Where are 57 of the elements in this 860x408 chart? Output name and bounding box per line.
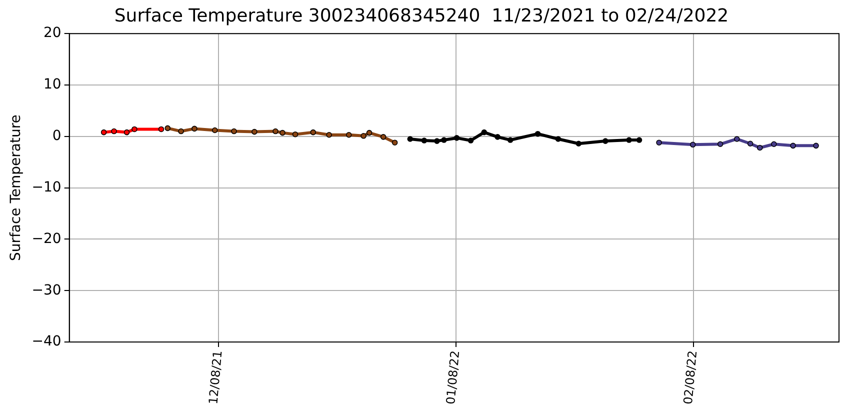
point xyxy=(360,133,366,139)
point xyxy=(626,137,632,143)
y-tick-label: −10 xyxy=(32,179,62,196)
point xyxy=(132,126,138,132)
x-tick-label: 12/08/21 xyxy=(206,350,225,405)
point xyxy=(346,132,352,138)
x-tick-label: 01/08/22 xyxy=(444,350,462,405)
point xyxy=(468,138,474,144)
point xyxy=(158,126,164,132)
y-tick-label: 10 xyxy=(44,76,62,93)
point xyxy=(576,140,582,147)
point xyxy=(481,129,488,136)
point xyxy=(380,134,386,140)
point xyxy=(813,142,819,149)
y-tick-label: −30 xyxy=(32,282,62,298)
point xyxy=(326,132,332,138)
point xyxy=(771,141,777,148)
point xyxy=(734,136,740,142)
point xyxy=(252,128,258,135)
point xyxy=(434,138,440,144)
point xyxy=(178,128,184,134)
point xyxy=(507,137,514,143)
point xyxy=(100,129,107,136)
point xyxy=(164,125,171,132)
point xyxy=(421,138,428,144)
point xyxy=(310,129,316,136)
point xyxy=(690,142,696,148)
point xyxy=(292,131,298,138)
point xyxy=(392,140,398,146)
point xyxy=(602,138,608,144)
point xyxy=(790,142,796,149)
y-tick-label: −40 xyxy=(32,334,62,350)
point xyxy=(272,128,278,134)
point xyxy=(441,137,447,143)
y-tick-label: −20 xyxy=(32,230,62,247)
point xyxy=(747,140,754,147)
point xyxy=(494,134,500,140)
point xyxy=(231,128,237,134)
chart-title: Surface Temperature 300234068345240 11/23/2021 to 02/24/2022 xyxy=(114,5,729,26)
y-axis-title: Surface Temperature xyxy=(8,114,24,262)
point xyxy=(366,130,372,136)
point xyxy=(124,129,130,136)
x-tick-label: 02/08/22 xyxy=(680,350,700,405)
y-tick-label: 0 xyxy=(52,128,62,144)
point xyxy=(717,141,724,148)
point xyxy=(555,136,562,142)
point xyxy=(756,144,763,151)
point xyxy=(111,128,117,134)
point xyxy=(534,130,541,137)
point xyxy=(212,127,218,134)
point xyxy=(192,126,198,132)
point xyxy=(454,135,460,141)
point xyxy=(280,130,286,136)
point xyxy=(636,137,642,143)
point xyxy=(407,136,414,142)
y-tick-label: 20 xyxy=(44,25,62,42)
point xyxy=(656,140,662,146)
